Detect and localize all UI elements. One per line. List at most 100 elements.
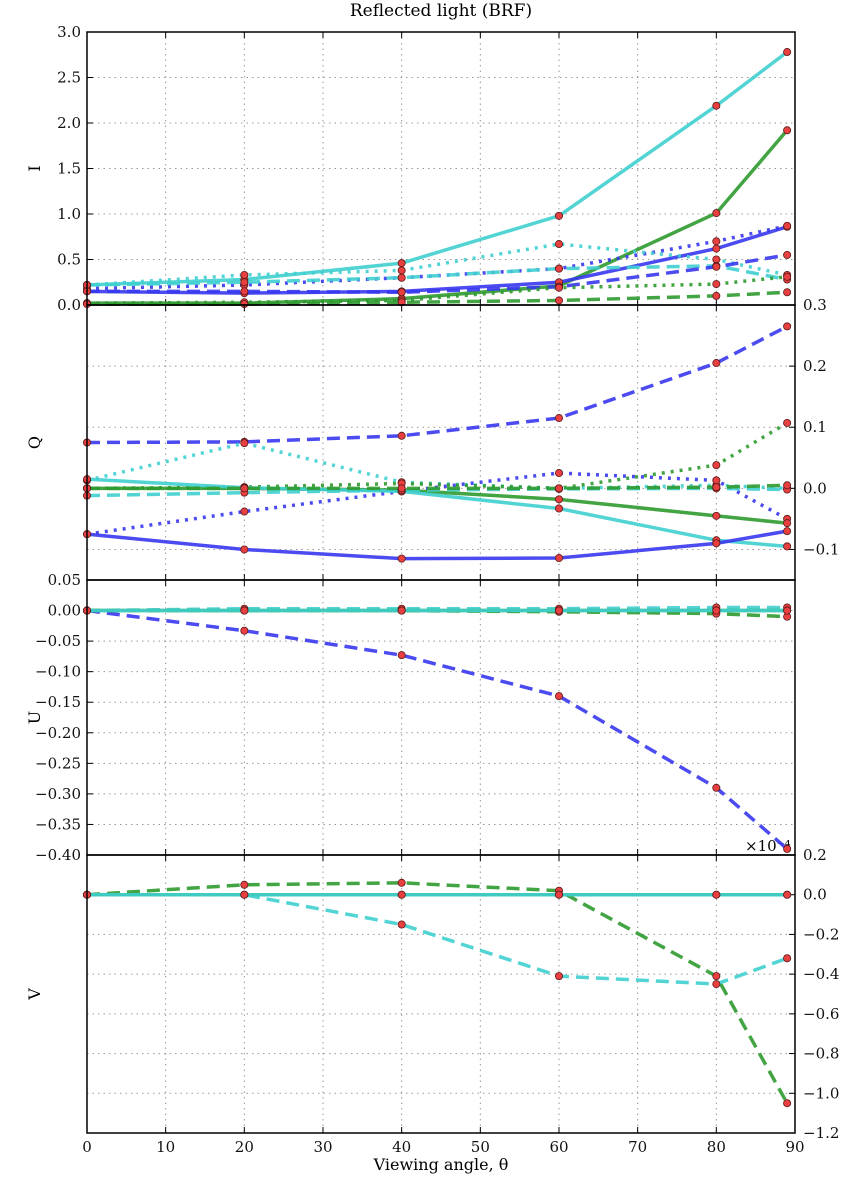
data-point: [555, 554, 564, 563]
panel-frame-V: [86, 854, 796, 1134]
y-tick-label: −0.25: [35, 754, 81, 772]
y-tick-label: 0.0: [803, 886, 827, 904]
data-point: [555, 296, 564, 305]
data-point: [240, 606, 249, 615]
data-point: [783, 272, 792, 281]
y-tick-label: 0.2: [803, 357, 827, 375]
series-line-green-dashed: [87, 483, 788, 491]
series-line-green-dotted: [86, 275, 788, 305]
data-point: [397, 890, 406, 899]
x-tick-label: 10: [156, 1138, 175, 1156]
data-point: [712, 237, 721, 246]
data-point: [555, 495, 564, 504]
data-point: [397, 288, 406, 297]
data-point: [712, 476, 721, 485]
data-point: [555, 283, 564, 292]
x-tick-label: 90: [785, 1138, 804, 1156]
data-point: [783, 890, 792, 899]
y-tick-label: −0.30: [35, 785, 81, 803]
data-point: [712, 511, 721, 520]
series-line-blue-solid: [86, 529, 788, 561]
data-point: [712, 244, 721, 253]
data-point: [783, 322, 792, 331]
data-point: [397, 273, 406, 282]
y-tick-label: −0.8: [803, 1045, 839, 1063]
y-tick-label: −0.1: [803, 540, 839, 558]
data-point: [397, 606, 406, 615]
data-point: [240, 270, 249, 279]
series-line-blue-dashed: [87, 253, 788, 295]
y-tick-label: 2.0: [57, 114, 81, 132]
data-point: [783, 126, 792, 135]
y-tick-label: −0.40: [35, 846, 81, 864]
data-point: [240, 507, 249, 516]
y-tick-label: −0.05: [35, 632, 81, 650]
data-point: [240, 439, 249, 448]
x-tick-label: 50: [471, 1138, 490, 1156]
data-point: [240, 890, 249, 899]
data-point: [783, 1099, 792, 1108]
data-point: [712, 483, 721, 492]
y-axis-label: V: [25, 988, 44, 1001]
data-point: [555, 972, 564, 981]
data-point: [712, 606, 721, 615]
data-point: [555, 414, 564, 423]
data-point: [240, 545, 249, 554]
series-line-blue-dashed: [86, 608, 789, 851]
y-tick-label: 0.2: [803, 846, 827, 864]
y-tick-label: 0.0: [57, 296, 81, 314]
data-point: [783, 527, 792, 536]
series-line-cyan-dotted: [86, 441, 788, 491]
data-point: [783, 844, 792, 853]
series-line-cyan-dashed: [87, 892, 788, 986]
data-point: [712, 359, 721, 368]
y-tick-label: −0.35: [35, 815, 81, 833]
data-point: [555, 240, 564, 249]
y-axis-label: I: [25, 165, 44, 171]
data-point: [397, 651, 406, 660]
y-axis-label: U: [25, 711, 44, 724]
data-point: [712, 101, 721, 110]
data-point: [397, 431, 406, 440]
data-point: [783, 519, 792, 528]
data-point: [555, 890, 564, 899]
y-axis-label: Q: [25, 436, 44, 449]
x-axis-label: Viewing angle, θ: [373, 1155, 509, 1174]
data-point: [712, 972, 721, 981]
data-point: [555, 504, 564, 513]
x-tick-label: 70: [628, 1138, 647, 1156]
y-tick-label: 3.0: [57, 23, 81, 41]
y-tick-label: −0.15: [35, 693, 81, 711]
chart-title: Reflected light (BRF): [350, 1, 532, 21]
data-point: [240, 880, 249, 889]
y-tick-label: −0.20: [35, 724, 81, 742]
data-point: [712, 209, 721, 218]
series-line-cyan-dashed: [86, 264, 788, 287]
series-line-blue-dotted: [86, 471, 788, 536]
series-line-cyan-dotted: [86, 242, 788, 287]
data-point: [783, 418, 792, 427]
x-tick-label: 30: [313, 1138, 332, 1156]
y-tick-label: 1.0: [57, 205, 81, 223]
x-tick-label: 60: [549, 1138, 568, 1156]
data-point: [240, 626, 249, 635]
data-point: [783, 954, 792, 963]
data-point: [555, 469, 564, 478]
data-point: [240, 287, 249, 296]
data-point: [783, 288, 792, 297]
data-point: [397, 878, 406, 887]
y-tick-label: 1.5: [57, 160, 81, 178]
data-point: [555, 211, 564, 220]
data-point: [783, 250, 792, 259]
y-tick-label: −1.2: [803, 1124, 839, 1142]
data-point: [397, 259, 406, 268]
y-tick-label: 0.5: [57, 251, 81, 269]
data-point: [555, 606, 564, 615]
data-point: [712, 539, 721, 548]
data-point: [783, 542, 792, 551]
x-tick-label: 80: [707, 1138, 726, 1156]
series-line-blue-dashed: [86, 324, 788, 445]
y-tick-label: 0.00: [48, 602, 81, 620]
data-point: [712, 262, 721, 271]
